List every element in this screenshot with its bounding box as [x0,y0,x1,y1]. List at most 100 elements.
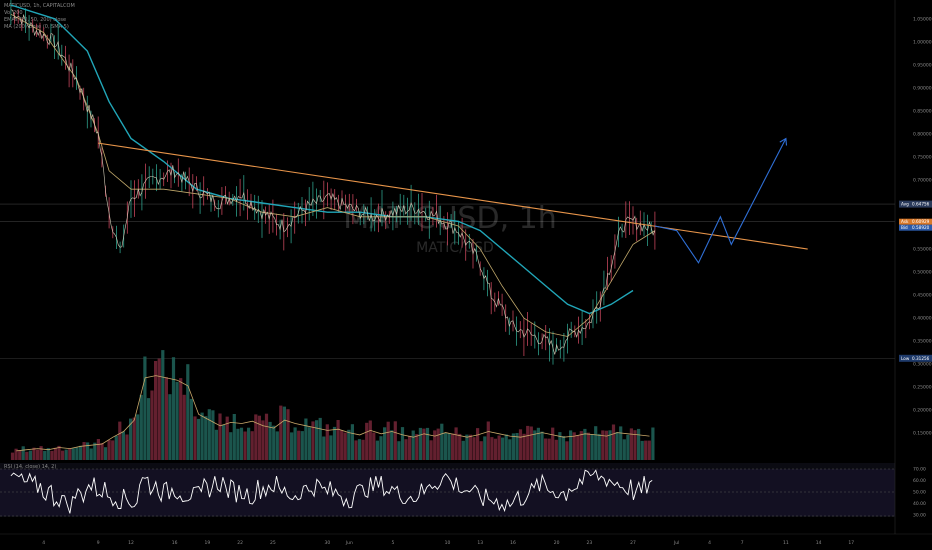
volume-bar [39,446,43,460]
volume-bar [171,357,176,460]
rsi-axis: 70.00 60.00 50.00 40.00 30.00 [913,467,926,519]
volume-bar [547,438,551,460]
volume-bar [68,448,72,460]
volume-bar [275,431,279,460]
descending-trendline[interactable] [98,142,808,250]
volume-bar [175,381,179,460]
volume-bar [486,421,490,460]
volume-bar [615,432,619,460]
volume-bar [186,364,190,460]
volume-bar [651,427,655,460]
time-tick-label: 9 [97,540,100,546]
volume-bar [189,398,193,460]
price-tick-label: 0.90000 [913,85,932,91]
rsi-band [0,469,895,516]
volume-bar [551,427,555,460]
volume-bar [644,440,648,460]
volume-bar [611,424,616,460]
volume-bar [461,440,465,460]
volume-bar [64,449,68,460]
ask-badge-label: Ask [901,219,909,224]
price-tick-label: 0.20000 [913,408,932,414]
volume-bar [576,435,580,460]
time-tick-label: 25 [270,540,276,546]
volume-bar [264,413,269,460]
volume-bar [268,421,272,460]
volume-bar [229,432,233,460]
volume-bar [121,431,125,460]
volume-bar [89,448,93,460]
volume-bar [465,434,469,460]
volume-bar [61,450,65,460]
volume-bar [107,440,111,460]
volume-bar [10,452,15,460]
volume-bar [637,428,641,460]
volume-bar [254,414,258,460]
volume-bar [590,434,594,460]
volume-bar [204,416,208,460]
ema-50-line [10,4,634,315]
volume-bar [536,427,540,460]
time-tick-label: 13 [477,540,483,546]
time-axis[interactable]: 4 9 12 16 19 22 25 30 Jun 5 10 13 16 20 23 27 Jul 4 7 11 14 1… [42,540,854,546]
time-tick-label: 10 [445,540,451,546]
volume-bar [21,446,25,460]
volume-bar [440,423,444,460]
volume-bar [182,394,186,460]
low-badge: Low 0.31256 [899,354,932,362]
rsi-tick-label: 30.00 [913,513,926,519]
time-tick-label: 14 [816,540,822,546]
volume-bar [261,420,265,460]
volume-bar [418,427,422,460]
volume-bar [157,358,161,460]
bid-badge: Bid 0.58920 [899,224,932,231]
volume-bar [46,448,50,460]
volume-bar [393,421,397,460]
price-tick-label: 0.50000 [913,270,932,276]
volume-bar [307,427,312,460]
volume-bar [572,432,576,460]
volume-bar [411,430,415,460]
volume-bar [540,431,544,460]
projection-path[interactable] [654,138,787,264]
volume-bar [82,442,86,460]
volume-bar [136,414,140,460]
ask-badge-value: 0.60929 [912,219,930,224]
volume-bar [429,440,433,460]
volume-bar [404,439,408,460]
time-tick-label: 23 [587,540,593,546]
volume-bar [608,430,612,460]
volume-bar [497,435,501,460]
volume-bar [583,428,587,460]
volume-bar [325,424,329,460]
volume-bar [257,415,261,460]
volume-bar [565,441,569,460]
volume-bar [397,441,401,460]
volume-bar [282,406,286,460]
volume-bar [365,422,369,460]
volume-bar [43,450,47,460]
volume-bar [626,434,630,460]
legend-emas: EMAs (20, 50, 200) close [4,17,66,23]
volume-bar [53,447,57,460]
rsi-tick-label: 40.00 [913,501,926,507]
volume-bar [354,440,358,460]
volume-bar [207,409,211,460]
time-tick-label: 17 [848,540,854,546]
volume-bar [579,431,583,460]
price-tick-label: 1.05000 [913,16,932,22]
volume-bar [222,424,226,460]
volume-bar [161,350,165,460]
volume-bar [114,435,118,460]
volume-bar [372,432,376,460]
volume-bar [443,432,447,460]
volume-bar [515,433,519,460]
low-badge-value: 0.31256 [912,356,930,361]
volume-bar [143,356,147,460]
volume-bar [25,451,29,460]
volume-bar [526,425,530,460]
volume-bar [14,448,18,460]
volume-bar [544,438,548,460]
volume-bar [601,430,605,460]
